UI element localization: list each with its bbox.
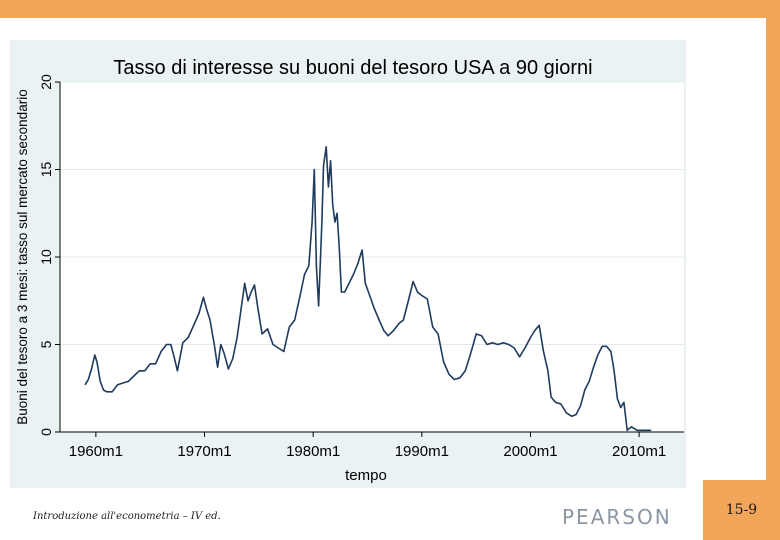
- chart-title: Tasso di interesse su buoni del tesoro U…: [113, 57, 592, 79]
- x-tick-label: 1960m1: [69, 443, 123, 460]
- series-line: [84, 146, 652, 432]
- y-tick-label: 10: [38, 249, 54, 265]
- x-axis-ticks: 1960m1 1970m1 1980m1 1990m1 2000m1 2010m1: [69, 432, 666, 460]
- slide-number: 15-9: [725, 502, 758, 518]
- publisher-logo: PEARSON: [562, 505, 672, 529]
- x-tick-label: 1970m1: [177, 443, 231, 460]
- footer-text: Introduzione all'econometria – IV ed.: [33, 511, 221, 522]
- right-accent-bar: [766, 18, 780, 480]
- slide-number-box: 15-9: [703, 480, 780, 540]
- y-tick-label: 20: [38, 74, 54, 90]
- y-axis-ticks: 0 5 10 15 20: [38, 74, 60, 436]
- x-tick-label: 1980m1: [286, 443, 340, 460]
- grid-lines: [60, 81, 684, 345]
- line-chart: 0 5 10 15 20 1960m1 1970m1 1980m1 1990m1 2000m1 2…: [10, 40, 686, 488]
- x-tick-label: 2010m1: [612, 443, 666, 460]
- y-tick-label: 5: [38, 340, 54, 348]
- y-tick-label: 15: [38, 162, 54, 178]
- x-tick-label: 1990m1: [395, 443, 449, 460]
- top-accent-bar: [0, 0, 780, 18]
- x-tick-label: 2000m1: [503, 443, 557, 460]
- y-tick-label: 0: [38, 428, 54, 436]
- x-axis-label: tempo: [345, 467, 387, 484]
- y-axis-label: Buoni del tesoro a 3 mesi: tasso sul mer…: [15, 89, 30, 424]
